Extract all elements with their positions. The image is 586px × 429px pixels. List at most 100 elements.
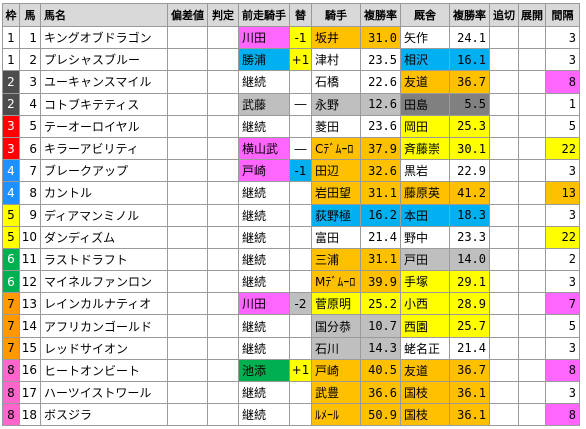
table-row[interactable]: 4 7 ブレークアップ 戸崎 -1 田辺 32.6 黒岩 22.9 3 bbox=[2, 159, 580, 183]
table-row[interactable]: 6 12 マイネルファンロン 継続 Mﾃﾞﾑｰﾛ 39.9 手塚 29.1 3 bbox=[2, 270, 580, 294]
table-row[interactable]: 8 17 ハーツイストワール 継続 武豊 36.6 国枝 36.1 3 bbox=[2, 380, 580, 405]
table-row[interactable]: 3 5 テーオーロイヤル 継続 菱田 23.6 岡田 25.3 5 bbox=[2, 114, 580, 138]
col-header-prev-jockey[interactable]: 前走騎手 bbox=[238, 3, 290, 27]
oikiri-cell bbox=[489, 48, 519, 72]
uma-number-cell: 10 bbox=[19, 225, 41, 249]
table-row[interactable]: 8 16 ヒートオンビート 池添 +1 戸崎 40.5 友道 36.7 8 bbox=[2, 358, 580, 383]
hensachi-cell bbox=[167, 247, 208, 272]
col-header-hantei[interactable]: 判定 bbox=[207, 3, 239, 27]
prev-jockey-cell: 継続 bbox=[238, 225, 290, 249]
col-header-waku[interactable]: 枠 bbox=[2, 3, 20, 27]
table-row[interactable]: 7 15 レッドサイオン 継続 石川 14.3 蛯名正 21.4 3 bbox=[2, 336, 580, 360]
horse-name-cell: ハーツイストワール bbox=[40, 380, 168, 405]
prev-jockey-cell: 勝浦 bbox=[238, 48, 290, 72]
trainer-rate-cell: 16.1 bbox=[449, 48, 490, 72]
waku-cell: 1 bbox=[2, 48, 20, 72]
table-row[interactable]: 1 1 キングオブドラゴン 川田 -1 坂井 31.0 矢作 24.1 3 bbox=[2, 25, 580, 50]
hantei-cell bbox=[207, 270, 239, 294]
waku-cell: 1 bbox=[2, 25, 20, 50]
tenkai-cell bbox=[518, 48, 546, 72]
horse-name-cell: ダンディズム bbox=[40, 225, 168, 249]
waku-cell: 7 bbox=[2, 336, 20, 360]
col-header-uma[interactable]: 馬 bbox=[19, 3, 41, 27]
hantei-cell bbox=[207, 92, 239, 116]
prev-jockey-cell: 継続 bbox=[238, 336, 290, 360]
hensachi-cell bbox=[167, 358, 208, 383]
trainer-cell: 岡田 bbox=[400, 114, 450, 138]
horse-name-cell: ボスジラ bbox=[40, 403, 168, 427]
table-row[interactable]: 5 9 ディアマンミノル 継続 荻野極 16.2 本田 18.3 3 bbox=[2, 203, 580, 227]
interval-cell: 13 bbox=[545, 181, 580, 205]
col-header-interval[interactable]: 間隔 bbox=[545, 3, 580, 27]
prev-jockey-cell: 戸崎 bbox=[238, 159, 290, 183]
jockey-rate-cell: 22.6 bbox=[360, 70, 401, 94]
interval-cell: 3 bbox=[545, 159, 580, 183]
col-header-change[interactable]: 替 bbox=[289, 3, 312, 27]
trainer-rate-cell: 36.7 bbox=[449, 70, 490, 94]
horse-name-cell: レッドサイオン bbox=[40, 336, 168, 360]
oikiri-cell bbox=[489, 380, 519, 405]
trainer-cell: 田島 bbox=[400, 92, 450, 116]
table-row[interactable]: 7 13 レインカルナティオ 川田 -2 菅原明 25.2 小西 28.9 7 bbox=[2, 292, 580, 316]
uma-number-cell: 1 bbox=[19, 25, 41, 50]
jockey-cell: 荻野極 bbox=[311, 203, 361, 227]
change-cell bbox=[289, 336, 312, 360]
interval-cell: 5 bbox=[545, 114, 580, 138]
table-row[interactable]: 4 8 カントル 継続 岩田望 31.1 藤原英 41.2 13 bbox=[2, 181, 580, 205]
waku-cell: 7 bbox=[2, 314, 20, 338]
waku-cell: 4 bbox=[2, 159, 20, 183]
trainer-cell: 国枝 bbox=[400, 380, 450, 405]
horse-name-cell: ブレークアップ bbox=[40, 159, 168, 183]
horse-name-cell: ユーキャンスマイル bbox=[40, 70, 168, 94]
col-header-trainer[interactable]: 厩舎 bbox=[400, 3, 450, 27]
trainer-cell: 藤原英 bbox=[400, 181, 450, 205]
table-row[interactable]: 8 18 ボスジラ 継続 ﾙﾒｰﾙ 50.9 国枝 36.1 8 bbox=[2, 403, 580, 427]
horse-name-cell: コトブキテティス bbox=[40, 92, 168, 116]
prev-jockey-cell: 横山武 bbox=[238, 136, 290, 161]
uma-number-cell: 16 bbox=[19, 358, 41, 383]
uma-number-cell: 4 bbox=[19, 92, 41, 116]
table-row[interactable]: 1 2 プレシャスブルー 勝浦 +1 津村 23.5 相沢 16.1 3 bbox=[2, 48, 580, 72]
oikiri-cell bbox=[489, 70, 519, 94]
col-header-trainer-rate[interactable]: 複勝率 bbox=[449, 3, 490, 27]
hensachi-cell bbox=[167, 403, 208, 427]
jockey-cell: Mﾃﾞﾑｰﾛ bbox=[311, 270, 361, 294]
interval-cell: 3 bbox=[545, 25, 580, 50]
trainer-rate-cell: 41.2 bbox=[449, 181, 490, 205]
trainer-rate-cell: 22.9 bbox=[449, 159, 490, 183]
col-header-oikiri[interactable]: 追切 bbox=[489, 3, 519, 27]
waku-cell: 6 bbox=[2, 247, 20, 272]
race-table: 枠 馬 馬名 偏差値 判定 前走騎手 替 騎手 複勝率 厩舎 複勝率 追切 展開… bbox=[2, 3, 580, 427]
table-row[interactable]: 2 4 コトブキテティス 武藤 ― 永野 12.6 田島 5.5 1 bbox=[2, 92, 580, 116]
hensachi-cell bbox=[167, 159, 208, 183]
table-row[interactable]: 6 11 ラストドラフト 継続 三浦 31.1 戸田 14.0 2 bbox=[2, 247, 580, 272]
trainer-rate-cell: 36.1 bbox=[449, 403, 490, 427]
tenkai-cell bbox=[518, 292, 546, 316]
change-cell bbox=[289, 380, 312, 405]
col-header-jockey[interactable]: 騎手 bbox=[311, 3, 361, 27]
tenkai-cell bbox=[518, 314, 546, 338]
trainer-rate-cell: 36.7 bbox=[449, 358, 490, 383]
table-row[interactable]: 3 6 キラーアビリティ 横山武 ― Cﾃﾞﾑｰﾛ 37.9 斉藤崇 30.1 22 bbox=[2, 136, 580, 161]
change-cell bbox=[289, 225, 312, 249]
jockey-cell: 津村 bbox=[311, 48, 361, 72]
col-header-horse-name[interactable]: 馬名 bbox=[40, 3, 168, 27]
table-row[interactable]: 2 3 ユーキャンスマイル 継続 石橋 22.6 友道 36.7 8 bbox=[2, 70, 580, 94]
table-row[interactable]: 7 14 アフリカンゴールド 継続 国分恭 10.7 西園 25.7 5 bbox=[2, 314, 580, 338]
change-cell: -2 bbox=[289, 292, 312, 316]
col-header-hensachi[interactable]: 偏差値 bbox=[167, 3, 208, 27]
hantei-cell bbox=[207, 358, 239, 383]
prev-jockey-cell: 継続 bbox=[238, 270, 290, 294]
waku-cell: 8 bbox=[2, 403, 20, 427]
col-header-tenkai[interactable]: 展開 bbox=[518, 3, 546, 27]
jockey-cell: 石川 bbox=[311, 336, 361, 360]
col-header-jockey-rate[interactable]: 複勝率 bbox=[360, 3, 401, 27]
trainer-rate-cell: 5.5 bbox=[449, 92, 490, 116]
prev-jockey-cell: 継続 bbox=[238, 247, 290, 272]
table-row[interactable]: 5 10 ダンディズム 継続 富田 21.4 野中 23.3 22 bbox=[2, 225, 580, 249]
jockey-cell: 田辺 bbox=[311, 159, 361, 183]
trainer-cell: 戸田 bbox=[400, 247, 450, 272]
trainer-rate-cell: 21.4 bbox=[449, 336, 490, 360]
hantei-cell bbox=[207, 181, 239, 205]
jockey-cell: 菱田 bbox=[311, 114, 361, 138]
